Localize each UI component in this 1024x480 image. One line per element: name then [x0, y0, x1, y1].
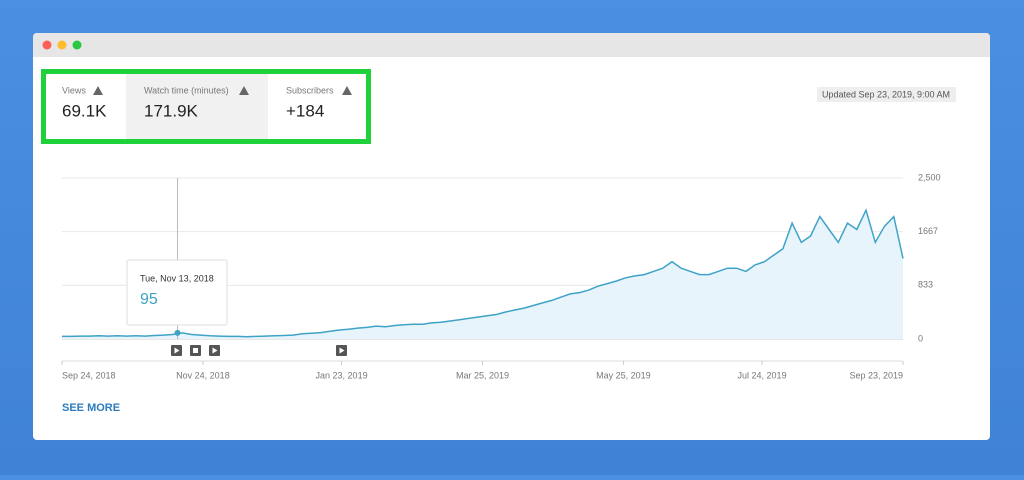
title-bar	[33, 33, 990, 57]
tooltip-box	[126, 259, 228, 326]
y-tick-label: 1667	[918, 226, 938, 236]
highlight-box	[41, 69, 371, 144]
x-tick-label: Sep 23, 2019	[849, 370, 903, 380]
updated-text: Updated Sep 23, 2019, 9:00 AM	[822, 89, 950, 99]
maximize-button[interactable]	[72, 40, 82, 50]
x-tick-label: Mar 25, 2019	[456, 370, 509, 380]
video-marker-icons	[174, 347, 345, 354]
minimize-button[interactable]	[57, 40, 67, 50]
metric-label: Watch time (minutes)	[144, 85, 229, 95]
close-button[interactable]	[42, 40, 52, 50]
metric-value: 171.9K	[144, 101, 199, 120]
tooltip-date: Tue, Nov 13, 2018	[140, 273, 214, 283]
x-tick-label: Nov 24, 2018	[176, 370, 230, 380]
x-tick-label: May 25, 2019	[596, 370, 651, 380]
warning-icon	[342, 86, 352, 95]
y-tick-label: 2,500	[918, 172, 941, 182]
updated-badge	[817, 87, 956, 102]
metric-value: +184	[286, 101, 324, 120]
tooltip-value: 95	[140, 291, 158, 308]
y-tick-label: 0	[918, 333, 923, 343]
line	[62, 208, 904, 338]
metrics: Views 69.1K Watch time (minutes) 171.9K Subs…	[62, 85, 352, 120]
warning-icon	[93, 86, 103, 95]
metric-label: Subscribers	[286, 85, 334, 95]
plot: 0 833 1667 2,500 Sep 24, 2018 Nov 24, 2018 Jan…	[61, 172, 941, 380]
x-tick-label: Jul 24, 2019	[738, 370, 787, 380]
hover-dot	[174, 329, 181, 336]
x-tick-label: Sep 24, 2018	[62, 370, 116, 380]
x-tick-label: Jan 23, 2019	[316, 370, 368, 380]
metric-card-selected	[126, 73, 268, 140]
see-more-link[interactable]: SEE MORE	[62, 402, 120, 414]
y-tick-label: 833	[918, 280, 933, 290]
warning-icon	[239, 86, 249, 95]
metric-label: Views	[62, 85, 86, 95]
metric-value: 69.1K	[62, 101, 107, 120]
area	[62, 210, 903, 339]
